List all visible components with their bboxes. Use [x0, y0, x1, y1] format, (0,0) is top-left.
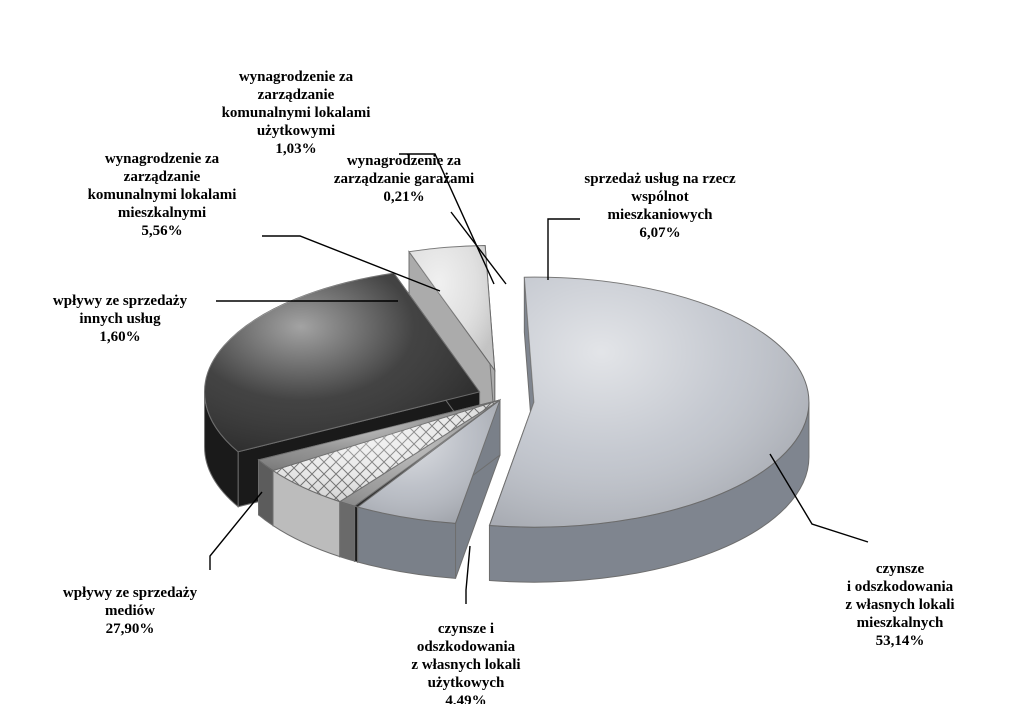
label-uzytkowe_zarz: wynagrodzenie za zarządzanie komunalnymi… [176, 68, 416, 158]
label-text: wpływy ze sprzedaży mediów [63, 585, 197, 619]
label-text: czynsze i odszkodowania z własnych lokal… [411, 621, 520, 691]
label-text: wpływy ze sprzedaży innych usług [53, 293, 187, 327]
label-text: czynsze i odszkodowania z własnych lokal… [845, 561, 954, 631]
label-text: wynagrodzenie za zarządzanie komunalnymi… [88, 151, 237, 221]
label-percent: 53,14% [790, 632, 1010, 650]
label-percent: 6,07% [530, 224, 790, 242]
label-percent: 1,60% [15, 328, 225, 346]
leader-czynsze_uzytkowe [466, 546, 470, 604]
label-text: sprzedaż usług na rzecz wspólnot mieszka… [584, 171, 735, 223]
label-media: wpływy ze sprzedaży mediów27,90% [25, 584, 235, 638]
label-garaze: wynagrodzenie za zarządzanie garażami0,2… [289, 152, 519, 206]
label-czynsze_uzytkowe: czynsze i odszkodowania z własnych lokal… [366, 620, 566, 704]
slice-wall-uzytkowe_zarz [340, 502, 355, 561]
label-percent: 5,56% [42, 222, 282, 240]
pie-chart-3d: czynsze i odszkodowania z własnych lokal… [0, 0, 1024, 704]
label-percent: 27,90% [25, 620, 235, 638]
label-inne_uslugi: wpływy ze sprzedaży innych usług1,60% [15, 292, 225, 346]
label-percent: 0,21% [289, 188, 519, 206]
label-text: wynagrodzenie za zarządzanie komunalnymi… [222, 69, 371, 139]
label-mieszkalne_zarz: wynagrodzenie za zarządzanie komunalnymi… [42, 150, 282, 240]
label-percent: 4,49% [366, 692, 566, 704]
label-text: wynagrodzenie za zarządzanie garażami [334, 153, 474, 187]
label-czynsze_mieszkalne: czynsze i odszkodowania z własnych lokal… [790, 560, 1010, 650]
label-wsplnoty: sprzedaż usług na rzecz wspólnot mieszka… [530, 170, 790, 242]
